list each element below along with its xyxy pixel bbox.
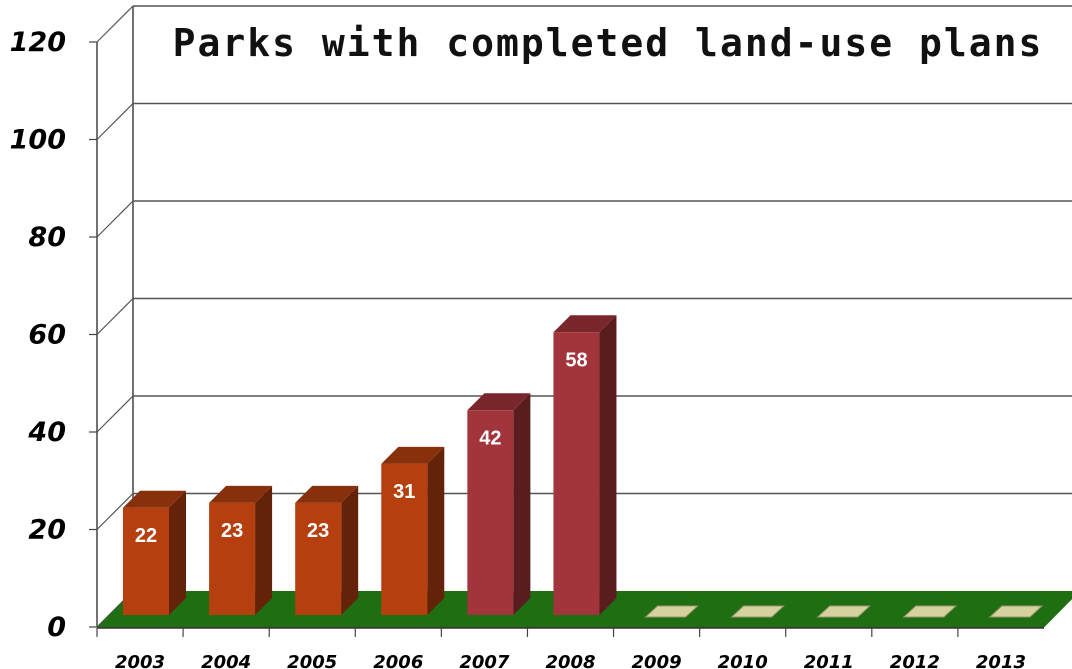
y-tick-label: 120: [10, 27, 66, 58]
y-tick-label: 40: [27, 417, 66, 448]
bar-side: [427, 447, 444, 615]
bar-value-label: 42: [479, 427, 501, 449]
x-tick-label: 2011: [804, 652, 854, 669]
y-tick-label: 100: [10, 125, 66, 156]
x-tick-label: 2007: [459, 652, 510, 669]
y-tick-label: 80: [28, 222, 66, 253]
y-tick-label: 20: [28, 515, 66, 546]
bar-2005: 23: [295, 486, 358, 615]
y-tick-label: 60: [28, 320, 66, 351]
gridline-diagonal: [97, 6, 133, 42]
bar-value-label: 23: [221, 520, 243, 542]
bar-value-label: 58: [565, 349, 587, 371]
gridline-diagonal: [97, 104, 133, 140]
bar-value-label: 23: [307, 520, 329, 542]
bar-side: [599, 315, 616, 615]
x-tick-label: 2008: [545, 652, 595, 669]
y-tick-label: 0: [47, 612, 66, 643]
bar-2007: 42: [467, 393, 530, 615]
bar-front: [553, 332, 599, 615]
gridline-diagonal: [97, 201, 133, 237]
x-tick-label: 2004: [201, 652, 251, 669]
x-tick-label: 2006: [373, 652, 423, 669]
x-tick-label: 2003: [115, 652, 165, 669]
x-axis-ticks: 2003 2004 2005 2006 2007 2008 2009 2010 2011 2012…: [97, 628, 1026, 669]
bar-side: [255, 486, 272, 615]
chart-title: Parks with completed land-use plans: [173, 21, 1044, 65]
bar-value-label: 22: [135, 525, 157, 547]
bar-2004: 23: [209, 486, 272, 615]
x-tick-label: 2010: [718, 652, 768, 669]
bar-side: [169, 491, 186, 615]
bar-side: [341, 486, 358, 615]
bar-side: [513, 393, 530, 615]
gridline-diagonal: [97, 299, 133, 335]
x-tick-label: 2013: [976, 652, 1026, 669]
gridline-diagonal: [97, 396, 133, 432]
bars: 22 23 23 31 42 58: [123, 315, 1042, 617]
x-tick-label: 2012: [890, 652, 940, 669]
y-axis-ticks: 0 20 40 60 80 100 120: [10, 27, 97, 643]
bar-2008: 58: [553, 315, 616, 615]
bar-2003: 22: [123, 491, 186, 615]
bar-value-label: 31: [393, 481, 415, 503]
x-tick-label: 2009: [632, 652, 682, 669]
bar-2006: 31: [381, 447, 444, 615]
x-tick-label: 2005: [287, 652, 337, 669]
